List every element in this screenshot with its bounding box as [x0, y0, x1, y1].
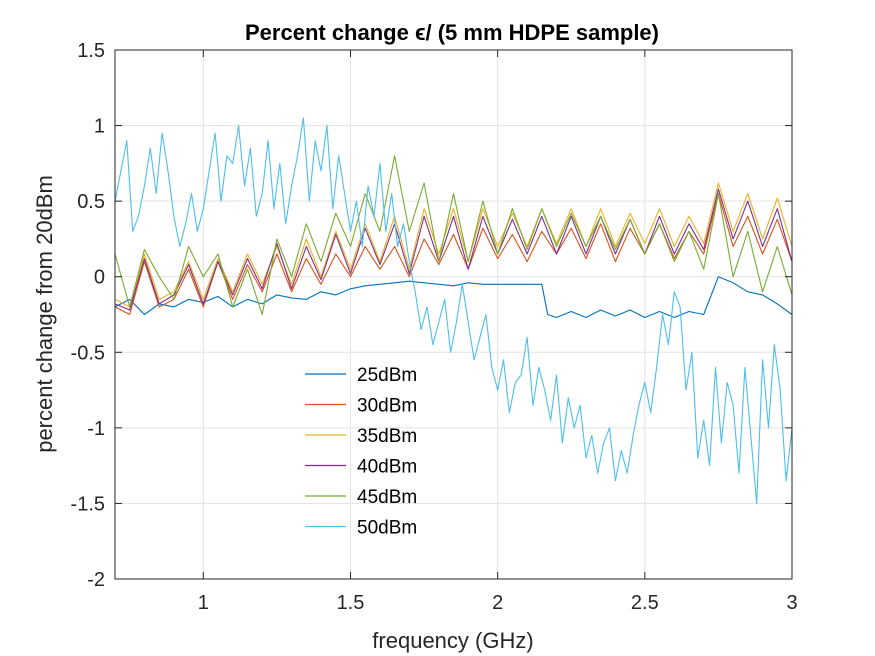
series-line-30dBm: [114, 193, 793, 316]
legend: 25dBm 30dBm 35dBm 40dBm 45dBm 50dBm: [305, 365, 417, 539]
chart-title: Percent change ϵ/ (5 mm HDPE sample): [245, 20, 659, 45]
x-tick-label: 2: [492, 592, 503, 614]
legend-label-45dBm: 45dBm: [357, 487, 417, 508]
x-axis-title: frequency (GHz): [372, 628, 533, 653]
grid: [115, 49, 793, 580]
x-tick-label: 2.5: [631, 592, 659, 614]
y-tick-label: 0.5: [77, 191, 105, 213]
y-tick-label: -0.5: [71, 342, 105, 364]
y-axis-title: percent change from 20dBm: [32, 175, 57, 453]
y-tick-label: 1.5: [77, 40, 105, 62]
axes-box: [114, 49, 793, 580]
x-tick-label: 1.5: [337, 592, 365, 614]
legend-label-50dBm: 50dBm: [357, 518, 417, 539]
y-tick-label: 0: [94, 267, 105, 289]
y-tick-label: -2: [87, 569, 105, 591]
series-line-25dBm: [114, 276, 793, 319]
legend-label-25dBm: 25dBm: [357, 365, 417, 386]
legend-label-40dBm: 40dBm: [357, 457, 417, 478]
series-line-35dBm: [114, 182, 793, 308]
y-tick-label: -1.5: [71, 493, 105, 515]
plot-area: [114, 117, 793, 504]
ticks: [115, 49, 793, 580]
series-line-40dBm: [114, 188, 793, 311]
y-tick-label: -1: [87, 418, 105, 440]
x-tick-label: 3: [786, 592, 797, 614]
x-tick-label: 1: [198, 592, 209, 614]
series-line-50dBm: [114, 117, 793, 504]
legend-label-35dBm: 35dBm: [357, 426, 417, 447]
legend-label-30dBm: 30dBm: [357, 396, 417, 417]
y-tick-label: 1: [94, 116, 105, 138]
tick-labels: 1 1.5 2 2.5 3 1.5 1 0.5 0 -0.5 -1 -1.5 -2: [71, 40, 798, 614]
series-line-45dBm: [114, 155, 793, 316]
